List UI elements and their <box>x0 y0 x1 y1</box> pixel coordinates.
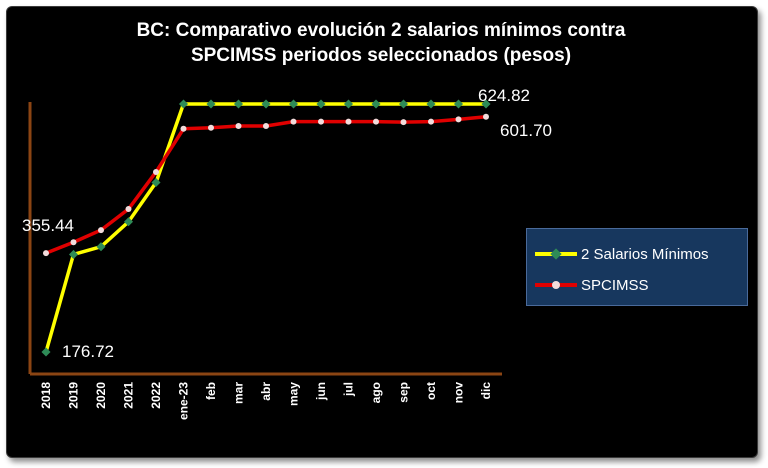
series-0-point-4 <box>151 177 161 188</box>
series-0-point-15 <box>453 99 464 109</box>
x-tick-label-6: feb <box>204 382 218 400</box>
legend-symbol-spcimss <box>535 278 577 292</box>
x-tick-label-11: jul <box>342 382 356 397</box>
series-line-1 <box>45 115 487 255</box>
series-1-point-5 <box>180 125 187 132</box>
series-0-point-3 <box>123 217 134 227</box>
series-1-point-2 <box>98 227 104 234</box>
series-1-point-13 <box>400 119 407 126</box>
x-tick-label-7: mar <box>232 382 246 404</box>
series-1-point-12 <box>373 118 379 125</box>
data-label-s1-0: 355.44 <box>22 216 74 235</box>
series-0-point-14 <box>426 99 436 109</box>
chart-title-line-1: BC: Comparativo evolución 2 salarios mín… <box>136 20 626 41</box>
series-1-point-6 <box>208 124 214 131</box>
chart-title: BC: Comparativo evolución 2 salarios mín… <box>0 18 762 68</box>
x-tick-label-14: oct <box>424 382 438 400</box>
series-1-point-15 <box>455 116 462 123</box>
series-0-point-8 <box>261 99 271 109</box>
series-1-point-0 <box>43 250 49 257</box>
series-0-point-9 <box>288 99 299 109</box>
legend-item-salarios: 2 Salarios Mínimos <box>527 243 709 265</box>
x-tick-label-8: abr <box>259 382 273 401</box>
series-1-point-9 <box>290 118 297 125</box>
data-label-s1-16: 601.70 <box>500 121 552 140</box>
x-tick-label-13: sep <box>397 382 411 403</box>
series-1-point-11 <box>345 118 352 125</box>
x-tick-label-2: 2020 <box>94 382 108 409</box>
series-1-point-10 <box>318 118 324 125</box>
series-0-point-5 <box>178 99 189 109</box>
x-tick-label-5: ene-23 <box>177 382 191 420</box>
series-1-point-8 <box>263 123 269 130</box>
series-1-point-1 <box>70 239 77 246</box>
x-tick-label-1: 2019 <box>67 382 81 409</box>
series-1-point-4 <box>153 168 159 175</box>
legend-label-spcimss: SPCIMSS <box>581 276 649 294</box>
series-0-point-12 <box>371 99 381 109</box>
series-1-point-7 <box>235 123 242 130</box>
series-0-point-1 <box>68 249 79 259</box>
chart-title-line-2: SPCIMSS periodos seleccionados (pesos) <box>190 45 572 66</box>
x-tick-label-15: nov <box>452 382 466 404</box>
series-1-point-3 <box>125 206 132 213</box>
series-0-point-7 <box>233 99 244 109</box>
series-0-point-6 <box>206 99 216 109</box>
data-label-s0-16: 624.82 <box>478 86 530 105</box>
x-tick-label-9: may <box>287 382 301 406</box>
data-label-s0-0: 176.72 <box>62 342 114 361</box>
x-tick-label-3: 2021 <box>122 382 136 409</box>
x-tick-label-4: 2022 <box>149 382 163 409</box>
series-1-point-16 <box>483 113 489 120</box>
x-tick-label-12: ago <box>369 382 383 403</box>
legend-marker-salarios <box>550 248 562 260</box>
series-0-point-0 <box>41 347 51 357</box>
x-tick-label-0: 2018 <box>39 382 53 409</box>
series-0-point-10 <box>316 99 326 109</box>
chart-legend: 2 Salarios Mínimos SPCIMSS <box>526 228 748 306</box>
x-tick-label-16: dic <box>479 382 493 400</box>
series-line-0 <box>44 102 486 353</box>
legend-item-spcimss: SPCIMSS <box>527 274 649 296</box>
series-0-point-11 <box>343 99 354 109</box>
legend-marker-spcimss <box>552 281 560 289</box>
series-0-point-13 <box>398 99 409 109</box>
x-tick-label-10: jun <box>314 382 328 401</box>
legend-symbol-salarios <box>535 247 577 261</box>
legend-label-salarios: 2 Salarios Mínimos <box>581 245 709 263</box>
series-1-point-14 <box>428 118 434 125</box>
series-0-point-16 <box>481 99 491 109</box>
